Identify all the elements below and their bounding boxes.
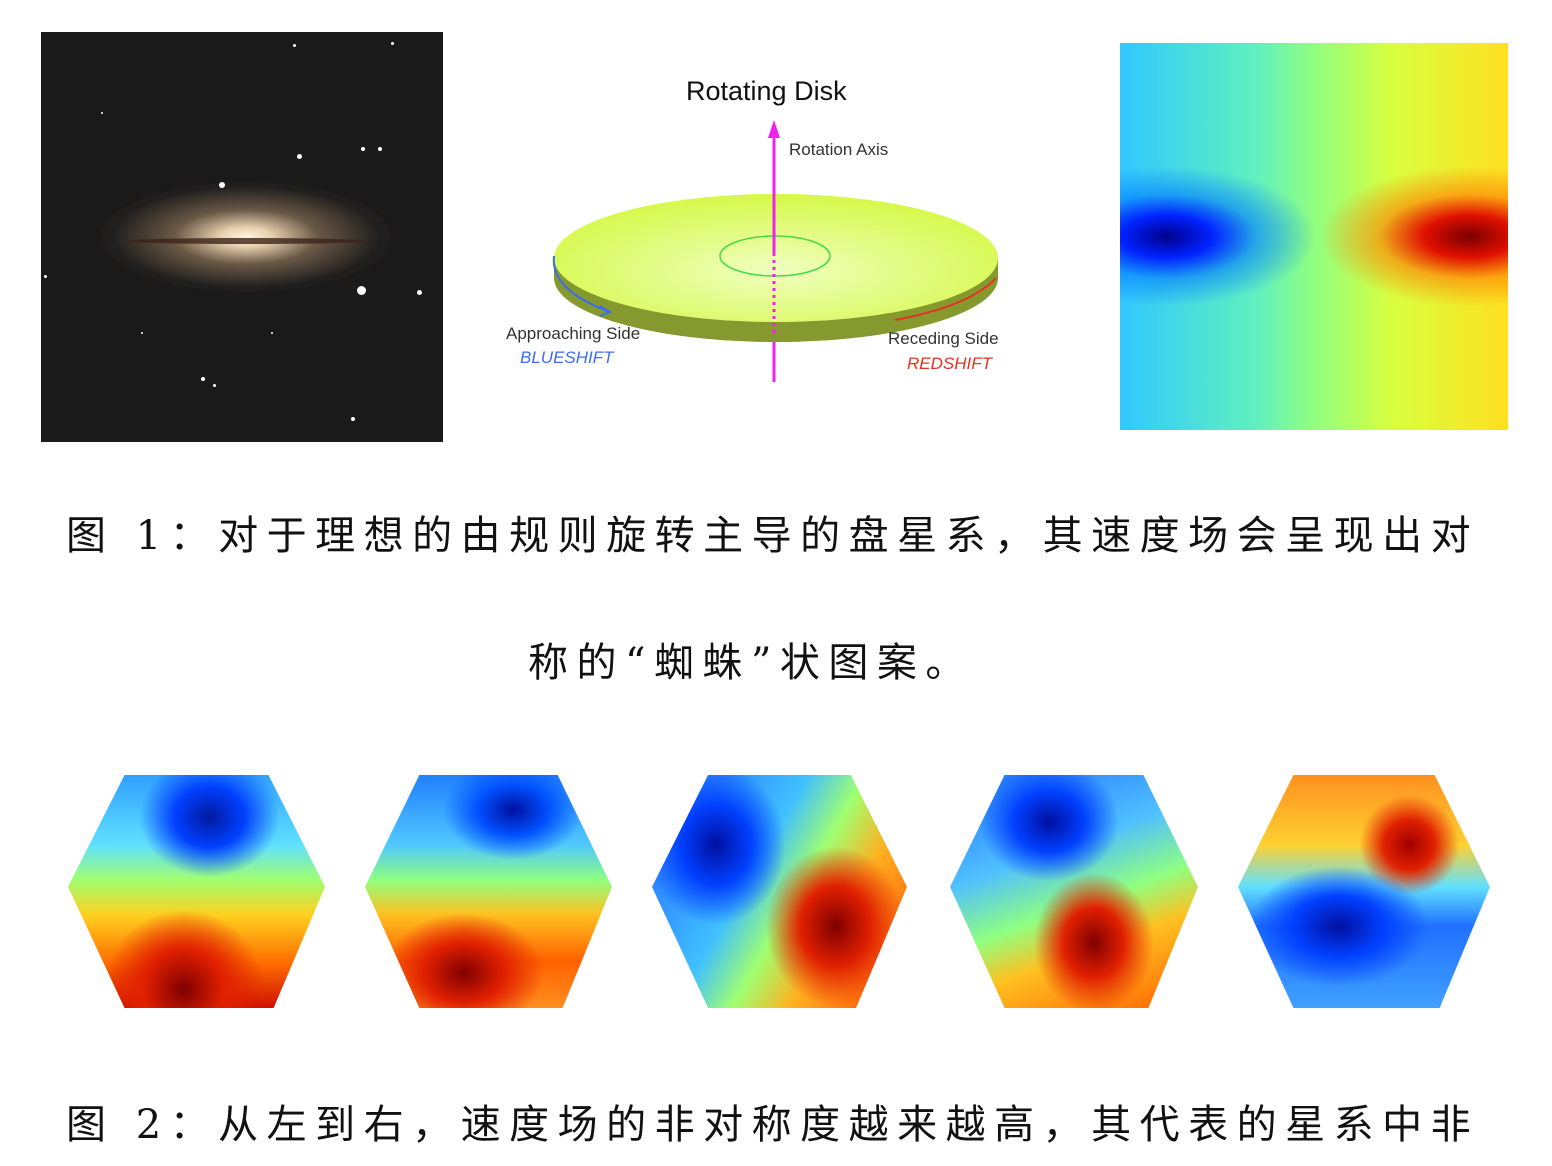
rotation-axis-label: Rotation Axis bbox=[789, 140, 889, 159]
model-velocity-field bbox=[1120, 43, 1508, 430]
diagram-title: Rotating Disk bbox=[686, 76, 847, 106]
approaching-side-label: Approaching Side bbox=[506, 324, 641, 343]
velocity-map-3 bbox=[652, 775, 907, 1008]
figure1-caption-line2: 称的“蜘蛛”状图案。 bbox=[528, 640, 974, 686]
figure1-caption-line1: 图 1：对于理想的由规则旋转主导的盘星系，其速度场会呈现出对 bbox=[66, 513, 1480, 559]
velocity-map-5 bbox=[1238, 775, 1490, 1008]
redshift-label: REDSHIFT bbox=[907, 354, 992, 373]
dust-lane bbox=[126, 238, 366, 244]
receding-side-label: Receding Side bbox=[888, 329, 999, 348]
velocity-map-4 bbox=[950, 775, 1198, 1008]
velocity-map-1 bbox=[68, 775, 325, 1008]
blueshift-label: BLUESHIFT bbox=[520, 348, 614, 367]
galaxy-bulge bbox=[101, 182, 391, 292]
figure2-caption-line1: 图 2：从左到右，速度场的非对称度越来越高，其代表的星系中非 bbox=[66, 1102, 1480, 1148]
velocity-map-2 bbox=[365, 775, 612, 1008]
galaxy-photo bbox=[41, 32, 443, 442]
rotating-disk-diagram: Rotating Disk Rotation Axis Approaching … bbox=[500, 70, 1020, 390]
